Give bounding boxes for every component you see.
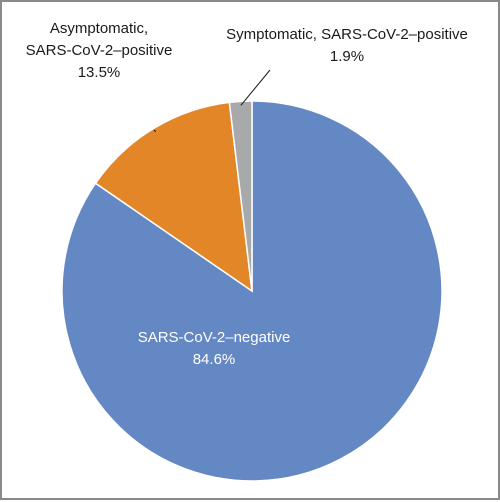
pie-slice-symptomatic: [228, 100, 253, 292]
pie-slice-asymptomatic: [94, 101, 253, 293]
slice-value-symptomatic: 1.9%: [330, 48, 364, 65]
leader-lines: [153, 69, 271, 133]
leader-line-symptomatic: [240, 69, 271, 106]
slice-value-asymptomatic: 13.5%: [78, 64, 121, 81]
slice-label-asymptomatic-line2: SARS-CoV-2–positive: [26, 42, 173, 59]
slice-label-asymptomatic-line1: Asymptomatic,: [50, 20, 148, 37]
slice-label-negative: SARS-CoV-2–negative: [138, 329, 291, 346]
pie-slices: [61, 100, 443, 482]
leader-line-asymptomatic: [153, 129, 157, 133]
slice-value-negative: 84.6%: [193, 351, 236, 368]
slice-label-symptomatic: Symptomatic, SARS-CoV-2–positive: [226, 26, 468, 43]
